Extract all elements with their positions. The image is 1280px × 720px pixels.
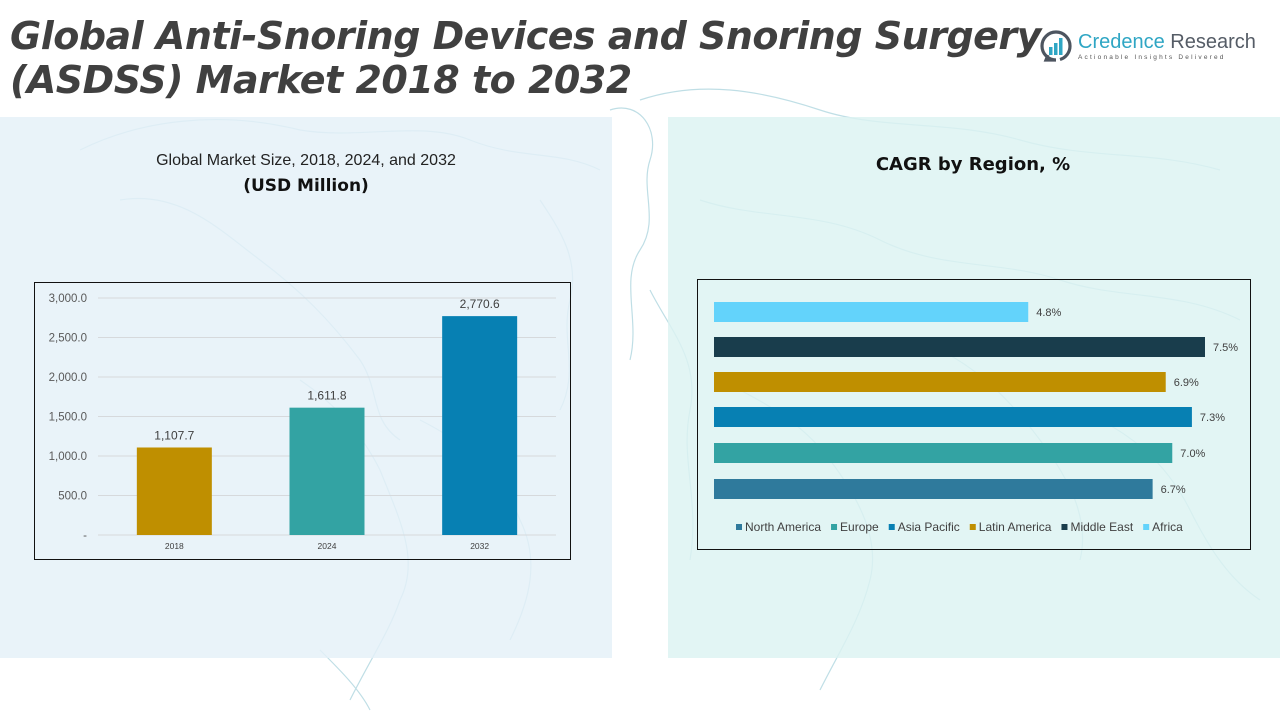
bar-asia-pacific (714, 407, 1192, 427)
bar-africa (714, 302, 1029, 322)
legend-item-north-america: North America (736, 520, 821, 534)
page-title: Global Anti-Snoring Devices and Snoring … (10, 14, 1041, 102)
bar-value-label: 7.5% (1213, 342, 1238, 354)
bar-2024 (289, 407, 365, 535)
y-tick-label: 1,500.0 (49, 412, 87, 424)
y-tick-label: 2,500.0 (49, 333, 87, 345)
legend-item-middle-east: Middle East (1061, 520, 1134, 534)
bar-value-label: 4.8% (1036, 307, 1061, 319)
market-size-chart-frame: - 500.0 1,000.0 1,500.0 2,000.0 2,500.0 3,000.… (34, 282, 571, 560)
y-tick-label: 500.0 (58, 491, 87, 503)
legend-label: North America (745, 520, 821, 534)
logo-name: Credence Research (1078, 31, 1256, 53)
bar-value-label: 2,770.6 (460, 297, 500, 311)
legend-swatch (1143, 524, 1150, 530)
legend-label: Latin America (979, 520, 1052, 534)
legend-label: Africa (1152, 520, 1183, 534)
bar-europe (714, 443, 1173, 463)
legend-label: Europe (840, 520, 879, 534)
logo-name-part2: Research (1164, 31, 1256, 53)
bar-2032 (442, 316, 518, 535)
y-tick-label: - (83, 530, 87, 542)
legend-swatch (831, 524, 838, 530)
market-size-chart-unit: (USD Million) (243, 176, 369, 196)
cagr-chart-frame: 6.7% 7.0% 7.3% 6.9% 7.5% 4.8% North America Eu… (697, 279, 1251, 550)
bar-2018 (136, 447, 212, 535)
bar-middle-east (714, 337, 1205, 357)
y-tick-label: 1,000.0 (49, 451, 87, 463)
logo-tagline: Actionable Insights Delivered (1078, 54, 1226, 61)
legend-item-africa: Africa (1143, 520, 1183, 534)
legend-swatch (969, 524, 976, 530)
title-line-2: (ASDSS) Market 2018 to 2032 (10, 58, 632, 102)
bar-value-label: 1,611.8 (307, 389, 346, 403)
bar-chart-circle-icon (1040, 30, 1072, 62)
legend-item-asia-pacific: Asia Pacific (888, 520, 960, 534)
market-size-chart-title: Global Market Size, 2018, 2024, and 2032 (156, 152, 456, 169)
bar-value-label: 1,107.7 (154, 428, 194, 442)
legend-swatch (736, 524, 742, 530)
y-tick-label: 3,000.0 (49, 293, 87, 305)
cagr-chart-title: CAGR by Region, % (875, 154, 1071, 175)
cagr-chart: 6.7% 7.0% 7.3% 6.9% 7.5% 4.8% North America Eu… (714, 302, 1238, 534)
market-size-chart: - 500.0 1,000.0 1,500.0 2,000.0 2,500.0 3,000.… (49, 293, 556, 551)
legend-item-europe: Europe (831, 520, 879, 534)
logo-name-part1: Credence (1078, 31, 1165, 53)
y-tick-label: 2,000.0 (49, 372, 87, 384)
bar-latin-america (714, 372, 1166, 392)
title-line-1: Global Anti-Snoring Devices and Snoring … (10, 14, 1041, 58)
x-tick-label: 2032 (470, 541, 489, 551)
bar-value-label: 6.9% (1174, 377, 1199, 389)
legend-swatch (1061, 524, 1068, 530)
bar-value-label: 7.0% (1180, 448, 1205, 460)
legend-label: Asia Pacific (898, 520, 960, 534)
bar-value-label: 6.7% (1161, 484, 1186, 496)
legend-item-latin-america: Latin America (969, 520, 1052, 534)
x-tick-label: 2018 (165, 541, 184, 551)
credence-research-logo: Credence Research Actionable Insights De… (1040, 30, 1256, 62)
x-tick-label: 2024 (318, 541, 337, 551)
bar-value-label: 7.3% (1200, 412, 1225, 424)
bar-north-america (714, 479, 1153, 499)
legend-label: Middle East (1070, 520, 1133, 534)
legend-swatch (888, 524, 895, 530)
